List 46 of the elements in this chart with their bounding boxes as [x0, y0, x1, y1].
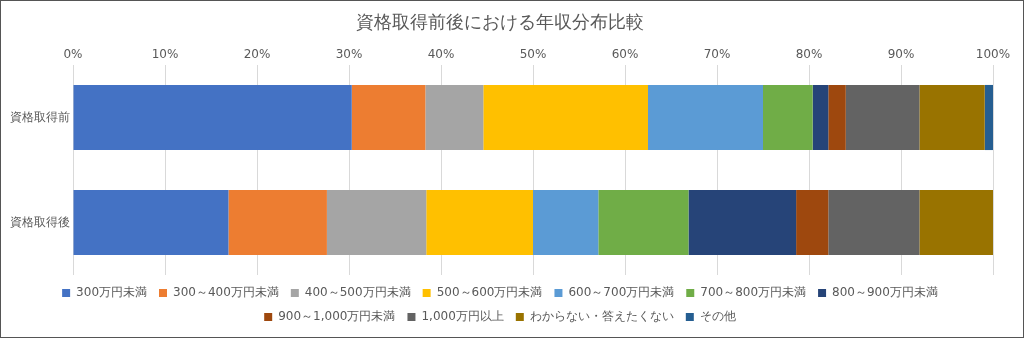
bar: [426, 189, 533, 256]
x-tick-label: 30%: [335, 46, 363, 61]
x-tick-label: 90%: [887, 46, 915, 61]
bar: [351, 84, 426, 151]
bar: [984, 84, 993, 151]
legend-label: 900～1,000万円未満: [278, 309, 396, 324]
bar: [228, 189, 327, 256]
bar: [425, 84, 484, 151]
bar: [828, 84, 846, 151]
x-tick-label: 80%: [795, 46, 823, 61]
legend-label: 300～400万円未満: [173, 285, 279, 300]
legend-label: 400～500万円未満: [304, 285, 411, 300]
legend-label: 500～600万円未満: [436, 285, 543, 300]
bar: [845, 84, 920, 151]
x-tick-label: 100%: [975, 46, 1011, 61]
bar: [919, 84, 985, 151]
bar: [648, 84, 763, 151]
bar: [828, 189, 920, 256]
bar: [919, 189, 993, 256]
legend-label: 700～800万円未満: [700, 285, 807, 300]
x-tick-label: 0%: [63, 46, 83, 61]
bar: [73, 189, 229, 256]
legend-label: 300万円未満: [76, 285, 148, 300]
x-tick-label: 70%: [703, 46, 731, 61]
chart-title: 資格取得前後における年収分布比較: [356, 11, 644, 33]
bar: [688, 189, 797, 256]
bar: [483, 84, 648, 151]
bar: [796, 189, 829, 256]
bar: [812, 84, 829, 151]
x-tick-label: 60%: [611, 46, 639, 61]
x-tick-label: 20%: [243, 46, 271, 61]
y-tick-label: 資格取得前: [10, 109, 70, 124]
x-tick-label: 50%: [519, 46, 547, 61]
bar: [326, 189, 427, 256]
y-tick-label: 資格取得後: [10, 214, 70, 229]
legend-label: 800～900万円未満: [832, 285, 938, 300]
bar: [763, 84, 813, 151]
legend-label: 1,000万円以上: [421, 309, 504, 324]
x-tick-label: 10%: [151, 46, 179, 61]
legend-label: その他: [699, 309, 736, 324]
bar: [598, 189, 689, 256]
bar: [533, 189, 599, 256]
bar: [73, 84, 352, 151]
legend-label: 600～700万円未満: [568, 285, 675, 300]
x-tick-label: 40%: [427, 46, 455, 61]
legend-label: わからない・答えたくない: [529, 309, 674, 324]
